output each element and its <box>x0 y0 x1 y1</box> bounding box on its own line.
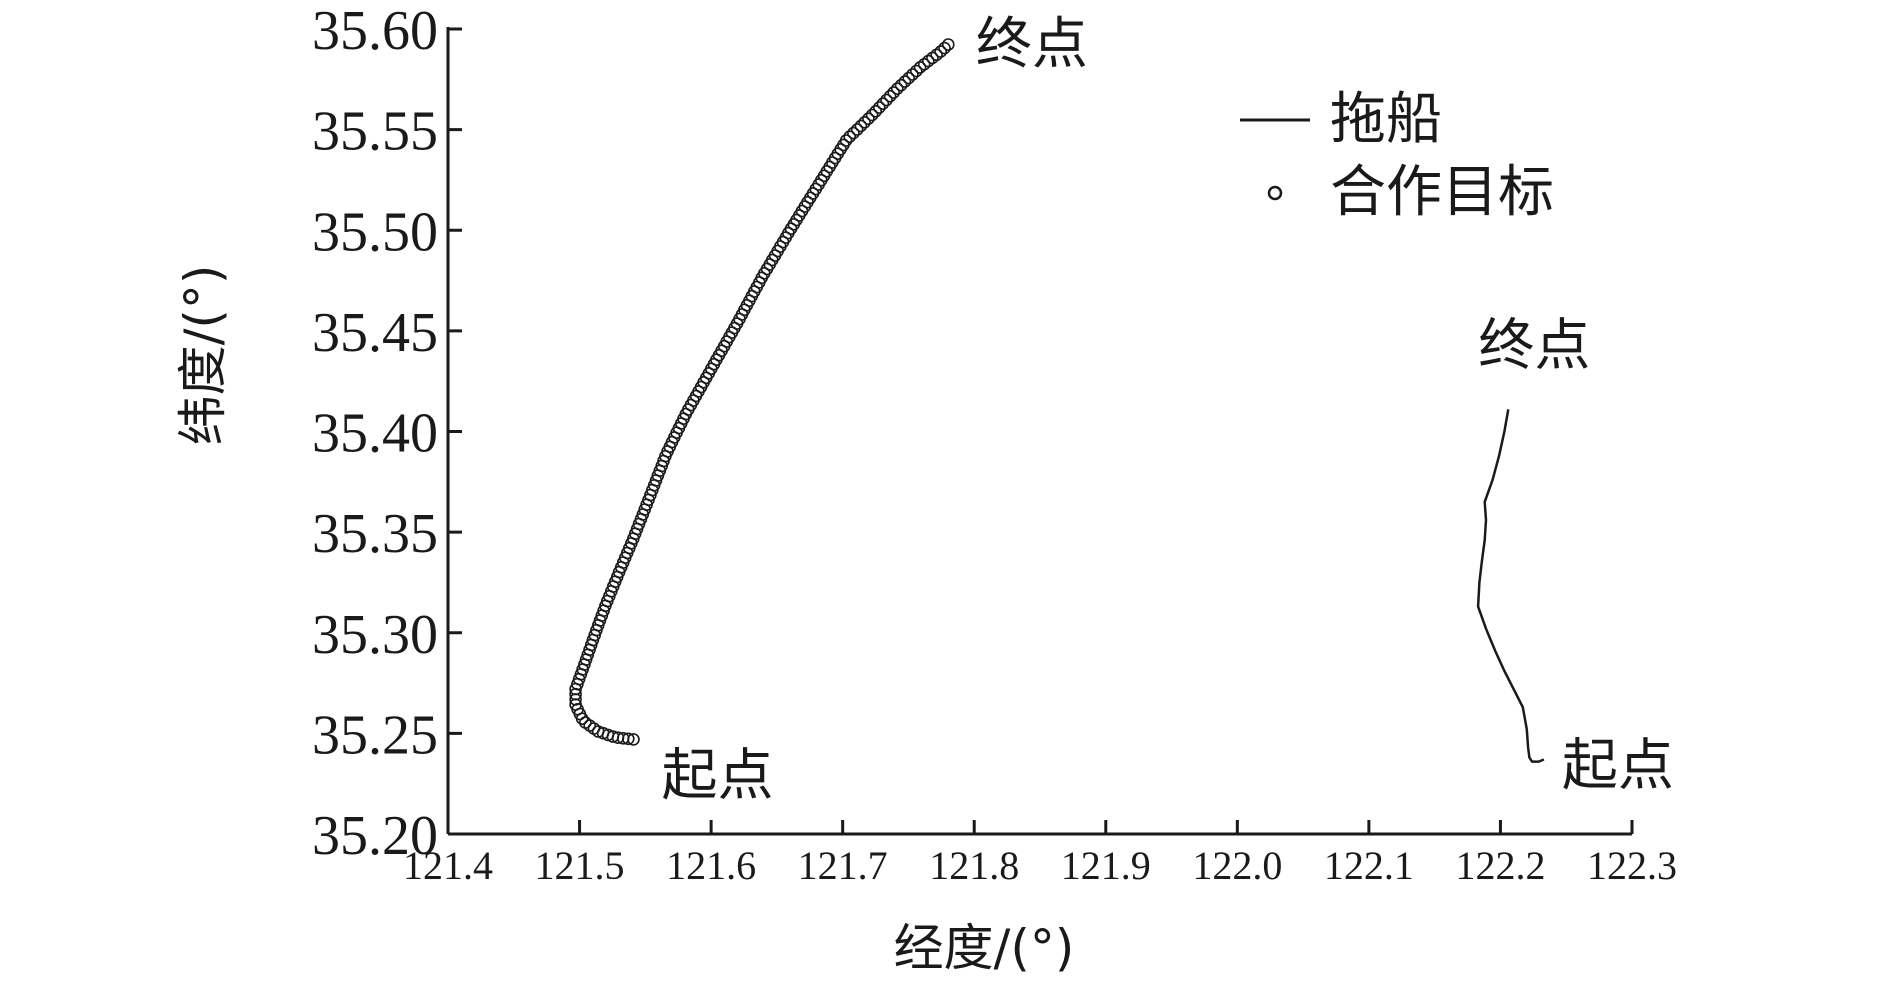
x-tick-label: 122.3 <box>1587 843 1677 888</box>
series-markers-target <box>569 38 955 746</box>
y-tick-label: 35.60 <box>312 0 438 62</box>
target-marker <box>909 64 923 78</box>
target-marker <box>930 48 943 62</box>
x-tick-label: 121.6 <box>666 843 756 888</box>
y-tick-label: 35.25 <box>312 704 438 766</box>
annotation-label-end: 终点 <box>976 12 1088 77</box>
y-tick-label: 35.55 <box>312 101 438 163</box>
target-marker <box>898 75 912 88</box>
x-axis-title: 经度/(°) <box>894 919 1075 977</box>
x-tick-label: 121.5 <box>535 843 625 888</box>
annotation-label-start: 起点 <box>1562 734 1674 799</box>
legend: 拖船 合作目标 <box>1240 87 1554 225</box>
y-ticks: 35.20 35.25 35.30 35.35 35.40 35.45 35.50 35.55… <box>312 0 462 867</box>
target-marker <box>839 134 853 147</box>
target-marker <box>941 38 955 51</box>
target-marker <box>921 54 935 68</box>
x-tick-label: 121.8 <box>929 843 1019 888</box>
target-marker <box>883 89 897 103</box>
y-tick-label: 35.45 <box>312 302 438 364</box>
target-marker <box>872 101 886 114</box>
series-layer <box>569 38 1545 763</box>
y-tick-label: 35.35 <box>312 503 438 565</box>
y-axis-title: 纬度/(°) <box>174 265 232 446</box>
target-marker <box>917 58 931 71</box>
legend-label-tugboat: 拖船 <box>1330 87 1442 152</box>
y-tick-label: 35.50 <box>312 201 438 263</box>
target-marker <box>865 108 879 122</box>
target-marker <box>858 116 871 129</box>
legend-marker-swatch <box>1267 185 1283 201</box>
x-ticks: 121.4 121.5 121.6 121.7 121.8 121.9 122.0 122.1… <box>403 820 1677 888</box>
series-line-tugboat <box>1476 409 1545 763</box>
x-tick-label: 122.1 <box>1324 843 1414 888</box>
target-marker <box>869 105 883 118</box>
target-marker <box>880 93 893 107</box>
y-tick-label: 35.40 <box>312 403 438 465</box>
annotation-label-end: 终点 <box>1478 313 1590 378</box>
x-tick-label: 121.7 <box>798 843 888 888</box>
target-marker <box>854 119 868 133</box>
target-marker <box>843 130 857 143</box>
target-marker <box>902 71 916 85</box>
target-marker <box>934 45 948 58</box>
target-marker <box>894 78 908 92</box>
target-marker <box>887 86 901 99</box>
y-tick-label: 35.30 <box>312 604 438 666</box>
target-marker <box>579 716 592 729</box>
x-tick-label: 122.0 <box>1192 843 1282 888</box>
target-marker <box>862 112 875 125</box>
target-marker <box>938 41 951 55</box>
y-tick-label: 35.20 <box>312 805 438 867</box>
annotation-label-start: 起点 <box>661 743 773 808</box>
target-marker <box>876 97 890 110</box>
x-tick-label: 122.2 <box>1455 843 1545 888</box>
x-tick-label: 121.4 <box>403 843 493 888</box>
target-marker <box>847 126 860 140</box>
target-marker <box>890 82 904 95</box>
target-marker <box>906 68 919 81</box>
x-tick-label: 121.9 <box>1061 843 1151 888</box>
axes <box>446 27 1632 836</box>
legend-label-target: 合作目标 <box>1330 160 1554 225</box>
target-marker <box>850 123 864 136</box>
